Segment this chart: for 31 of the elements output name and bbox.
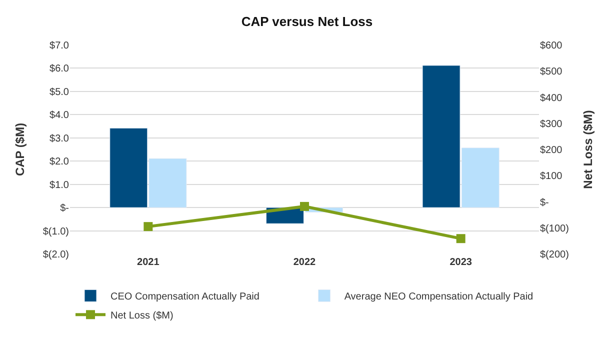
y-tick-label: $6.0 (50, 64, 70, 75)
y-tick-label: $3.0 (50, 133, 70, 144)
y-tick-label: $4.0 (50, 110, 70, 122)
point (144, 222, 153, 232)
y2-axis-title: Net Loss ($M) (580, 110, 595, 189)
y2-tick-label: $300 (540, 118, 563, 130)
y-tick-label: $5.0 (50, 86, 70, 98)
y-tick-label: $2.0 (50, 156, 70, 168)
y2-tick-label: $(100) (540, 223, 569, 234)
y-tick-label: $- (60, 203, 69, 214)
y2-tick-label: $500 (540, 66, 563, 78)
y-tick-label: $1.0 (50, 180, 70, 191)
legend-label: Average NEO Compensation Actually Paid (344, 292, 534, 303)
chart-title: CAP versus Net Loss (241, 14, 373, 30)
x-tick-label: 2021 (137, 257, 160, 268)
y2-tick-label: $400 (540, 92, 563, 104)
y-tick-label: $(2.0) (42, 250, 69, 260)
y-tick-label: $7.0 (50, 40, 70, 52)
x-tick-label: 2022 (293, 257, 316, 268)
y2-tick-label: $(200) (540, 250, 569, 260)
y2-tick-label: $200 (540, 145, 563, 156)
y2-tick-label: $- (540, 197, 549, 208)
y2-tick-label: $600 (540, 40, 563, 52)
x-tick-label: 2023 (450, 257, 472, 268)
legend-label: CEO Compensation Actually Paid (110, 292, 260, 303)
legend-label: Net Loss ($M) (110, 310, 174, 322)
point (456, 234, 466, 244)
y-axis-title: CAP ($M) (13, 122, 28, 176)
y-tick-label: $(1.0) (42, 226, 69, 238)
point (300, 202, 309, 211)
y2-tick-label: $100 (540, 171, 563, 182)
